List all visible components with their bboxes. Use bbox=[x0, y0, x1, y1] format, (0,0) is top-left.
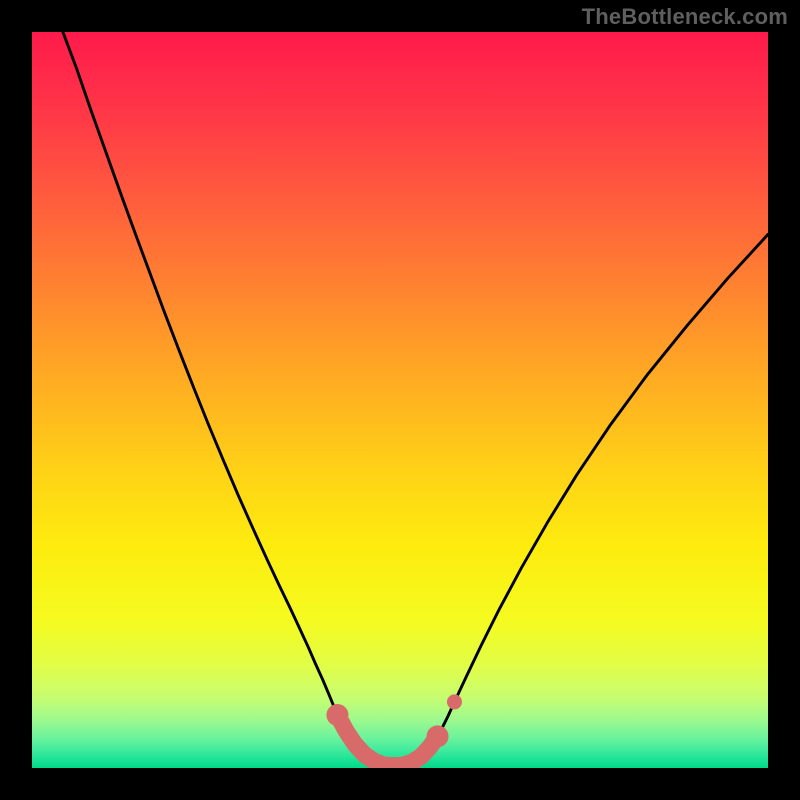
valley-marker-small-dot bbox=[447, 694, 462, 709]
bottleneck-chart bbox=[0, 0, 800, 800]
valley-marker-dot bbox=[326, 704, 348, 726]
valley-marker-dot bbox=[427, 725, 449, 747]
watermark-text: TheBottleneck.com bbox=[582, 4, 788, 30]
plot-background bbox=[32, 32, 768, 768]
